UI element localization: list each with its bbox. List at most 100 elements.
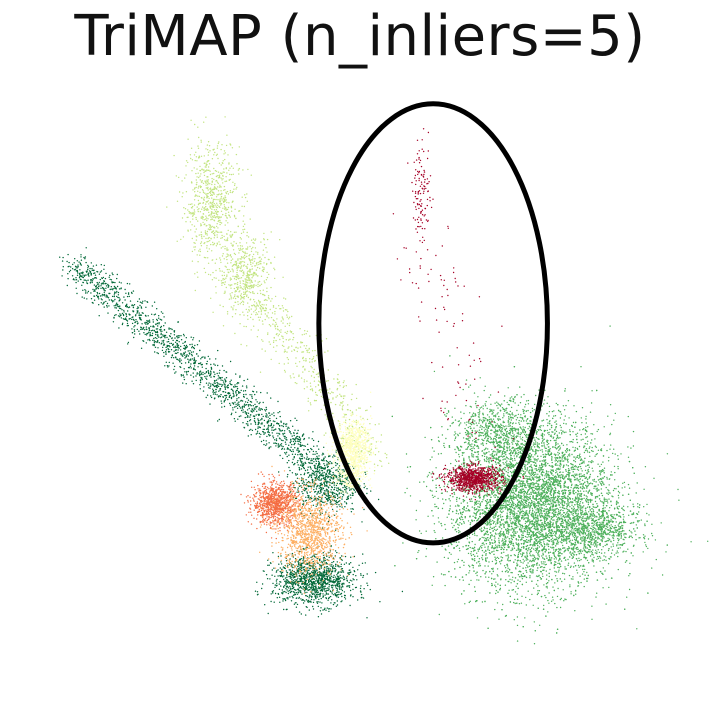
- scatter-point: [317, 384, 320, 387]
- scatter-point: [115, 305, 117, 307]
- scatter-point: [177, 335, 179, 337]
- scatter-point: [186, 346, 188, 348]
- scatter-point: [339, 585, 341, 588]
- scatter-point: [205, 184, 207, 186]
- scatter-point: [360, 597, 362, 599]
- scatter-point: [80, 272, 83, 274]
- scatter-point: [297, 561, 299, 563]
- scatter-point: [159, 326, 162, 329]
- scatter-point: [250, 287, 253, 289]
- scatter-point: [77, 264, 79, 266]
- scatter-point: [119, 316, 121, 318]
- scatter-point: [240, 256, 243, 258]
- scatter-point: [268, 298, 270, 300]
- scatter-point: [338, 381, 341, 383]
- scatter-point: [315, 597, 317, 600]
- scatter-point: [212, 241, 214, 244]
- scatter-point: [278, 305, 280, 307]
- scatter-point: [329, 595, 332, 598]
- scatter-point: [255, 314, 257, 316]
- scatter-point: [313, 471, 315, 473]
- scatter-point: [227, 206, 230, 209]
- scatter-point: [340, 588, 342, 590]
- scatter-point: [247, 311, 249, 313]
- scatter-point: [207, 184, 209, 186]
- scatter-point: [348, 586, 351, 588]
- scatter-point: [200, 141, 202, 143]
- scatter-point: [72, 278, 75, 280]
- scatter-point: [210, 237, 212, 240]
- scatter-point: [226, 275, 228, 278]
- scatter-point: [192, 368, 195, 370]
- scatter-point: [200, 224, 203, 226]
- scatter-point: [196, 344, 199, 346]
- scatter-point: [177, 346, 179, 349]
- scatter-point: [181, 180, 183, 182]
- scatter-point: [223, 239, 226, 241]
- scatter-point: [227, 255, 229, 257]
- scatter-point: [328, 398, 330, 401]
- scatter-point: [310, 365, 312, 368]
- scatter-point: [301, 482, 304, 484]
- scatter-point: [246, 193, 248, 195]
- scatter-point: [348, 573, 350, 575]
- scatter-point: [244, 251, 246, 253]
- scatter-point: [137, 310, 139, 312]
- scatter-point: [149, 332, 151, 334]
- scatter-point: [196, 271, 198, 273]
- scatter-point: [97, 287, 100, 290]
- scatter-point: [144, 300, 146, 302]
- scatter-point: [303, 445, 305, 447]
- scatter-point: [176, 358, 179, 361]
- scatter-point: [262, 439, 265, 442]
- scatter-point: [264, 256, 266, 259]
- scatter-point: [191, 260, 194, 262]
- scatter-point: [215, 225, 218, 228]
- scatter-point: [320, 391, 322, 393]
- scatter-point: [281, 335, 283, 337]
- scatter-point: [270, 446, 272, 448]
- scatter-point: [210, 383, 212, 385]
- scatter-point: [190, 211, 192, 214]
- scatter-point: [205, 215, 207, 217]
- scatter-point: [215, 209, 218, 211]
- scatter-point: [207, 369, 209, 372]
- scatter-point: [108, 305, 110, 307]
- scatter-point: [87, 264, 89, 267]
- scatter-point: [270, 593, 272, 595]
- scatter-point: [369, 588, 371, 591]
- scatter-point: [190, 157, 192, 160]
- scatter-point: [306, 349, 308, 352]
- scatter-point: [201, 189, 204, 191]
- scatter-point: [211, 180, 213, 183]
- scatter-point: [183, 335, 185, 337]
- scatter-point: [96, 291, 99, 294]
- scatter-point: [301, 491, 303, 493]
- scatter-point: [247, 423, 249, 425]
- scatter-point: [306, 472, 309, 474]
- scatter-point: [172, 362, 174, 364]
- scatter-point: [226, 233, 228, 235]
- scatter-point: [207, 192, 209, 195]
- scatter-point: [143, 332, 145, 334]
- scatter-point: [173, 330, 175, 332]
- scatter-point: [275, 439, 278, 442]
- scatter-point: [247, 263, 249, 266]
- scatter-point: [317, 491, 319, 493]
- scatter-point: [327, 491, 329, 493]
- scatter-point: [322, 596, 324, 598]
- scatter-point: [217, 364, 219, 367]
- scatter-point: [385, 457, 388, 459]
- scatter-point: [364, 429, 366, 431]
- scatter-point: [247, 296, 250, 299]
- scatter-point: [216, 188, 218, 190]
- scatter-point: [240, 301, 243, 304]
- scatter-point: [118, 327, 120, 329]
- scatter-point: [251, 281, 253, 283]
- scatter-point: [297, 489, 299, 491]
- scatter-point: [243, 296, 246, 298]
- scatter-point: [369, 454, 371, 456]
- scatter-point: [236, 274, 239, 276]
- scatter-point: [207, 237, 209, 240]
- scatter-point: [141, 323, 143, 325]
